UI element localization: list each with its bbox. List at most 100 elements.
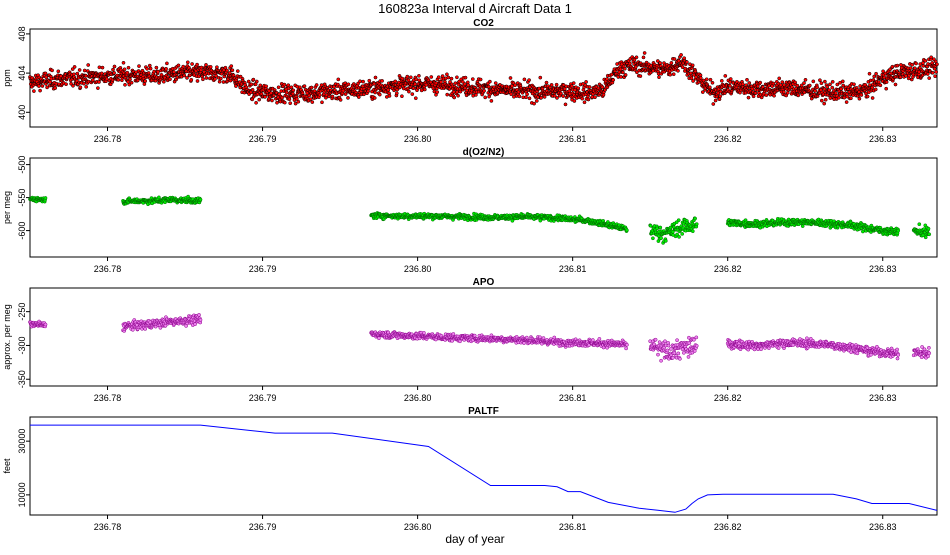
co2-point — [78, 68, 81, 71]
co2-xtick-label: 236.80 — [404, 134, 432, 144]
co2-point — [310, 86, 313, 89]
co2-point — [73, 65, 76, 68]
co2-point — [831, 86, 834, 89]
co2-point — [85, 85, 88, 88]
co2-point — [144, 80, 147, 83]
co2-point — [797, 94, 800, 97]
co2-point — [437, 76, 440, 79]
co2-point — [922, 64, 925, 67]
co2-point — [852, 83, 855, 86]
co2-point — [804, 78, 807, 81]
co2-point — [126, 71, 129, 74]
co2-point — [191, 62, 194, 65]
apo-xtick-label: 236.78 — [94, 393, 122, 403]
co2-point — [714, 99, 717, 102]
co2-point — [708, 86, 711, 89]
co2-point — [117, 78, 120, 81]
co2-point — [358, 80, 361, 83]
co2-point — [812, 80, 815, 83]
co2-point — [624, 73, 627, 76]
co2-title: CO2 — [473, 18, 494, 29]
co2-point — [623, 67, 626, 70]
co2-xtick-label: 236.82 — [714, 134, 742, 144]
co2-point — [559, 92, 562, 95]
co2-point — [447, 76, 450, 79]
co2-point — [523, 78, 526, 81]
co2-point — [533, 102, 536, 105]
co2-point — [573, 99, 576, 102]
co2-point — [83, 69, 86, 72]
apo-point — [591, 338, 594, 341]
co2-point — [430, 75, 433, 78]
co2-point — [388, 94, 391, 97]
apo-xtick-label: 236.79 — [249, 393, 277, 403]
co2-ytick-label: 408 — [17, 26, 27, 41]
co2-point — [672, 73, 675, 76]
co2-point — [705, 78, 708, 81]
apo-point — [377, 337, 380, 340]
do2n2-ytick-label: -600 — [17, 222, 27, 240]
apo-point — [695, 344, 698, 347]
co2-point — [186, 61, 189, 64]
co2-point — [773, 94, 776, 97]
co2-point — [84, 74, 87, 77]
co2-point — [37, 85, 40, 88]
co2-point — [935, 70, 938, 73]
co2-point — [213, 77, 216, 80]
co2-point — [747, 96, 750, 99]
do2n2-xtick-label: 236.81 — [559, 264, 587, 274]
co2-point — [347, 83, 350, 86]
co2-point — [236, 70, 239, 73]
do2n2-point — [659, 226, 662, 229]
co2-xtick-label: 236.78 — [94, 134, 122, 144]
co2-point — [255, 101, 258, 104]
co2-point — [79, 86, 82, 89]
co2-point — [374, 91, 377, 94]
do2n2-ytick-label: -500 — [17, 156, 27, 174]
apo-point — [598, 337, 601, 340]
co2-point — [680, 53, 683, 56]
co2-point — [702, 79, 705, 82]
apo-title: APO — [473, 277, 495, 288]
co2-point — [225, 69, 228, 72]
co2-point — [752, 95, 755, 98]
co2-point — [96, 87, 99, 90]
apo-point — [693, 349, 696, 352]
co2-point — [711, 81, 714, 84]
do2n2-point — [928, 233, 931, 236]
co2-point — [828, 89, 831, 92]
co2-point — [915, 62, 918, 65]
co2-point — [909, 67, 912, 70]
co2-point — [414, 97, 417, 100]
co2-point — [484, 96, 487, 99]
co2-point — [570, 85, 573, 88]
co2-point — [829, 97, 832, 100]
apo-point — [654, 338, 657, 341]
co2-point — [471, 78, 474, 81]
co2-point — [759, 81, 762, 84]
co2-point — [555, 83, 558, 86]
co2-point — [311, 101, 314, 104]
co2-point — [123, 68, 126, 71]
co2-xtick-label: 236.81 — [559, 134, 587, 144]
co2-point — [183, 74, 186, 77]
apo-point — [44, 323, 47, 326]
co2-point — [619, 75, 622, 78]
co2-point — [628, 62, 631, 65]
co2-point — [642, 56, 645, 59]
apo-point — [666, 349, 669, 352]
co2-point — [406, 75, 409, 78]
do2n2-ytick-label: -550 — [17, 189, 27, 207]
co2-point — [585, 80, 588, 83]
apo-point — [199, 318, 202, 321]
co2-point — [337, 78, 340, 81]
co2-point — [539, 76, 542, 79]
co2-point — [270, 99, 273, 102]
co2-point — [288, 98, 291, 101]
do2n2-point — [694, 217, 697, 220]
co2-point — [357, 96, 360, 99]
co2-point — [524, 96, 527, 99]
co2-point — [407, 90, 410, 93]
co2-point — [874, 88, 877, 91]
co2-point — [146, 67, 149, 70]
